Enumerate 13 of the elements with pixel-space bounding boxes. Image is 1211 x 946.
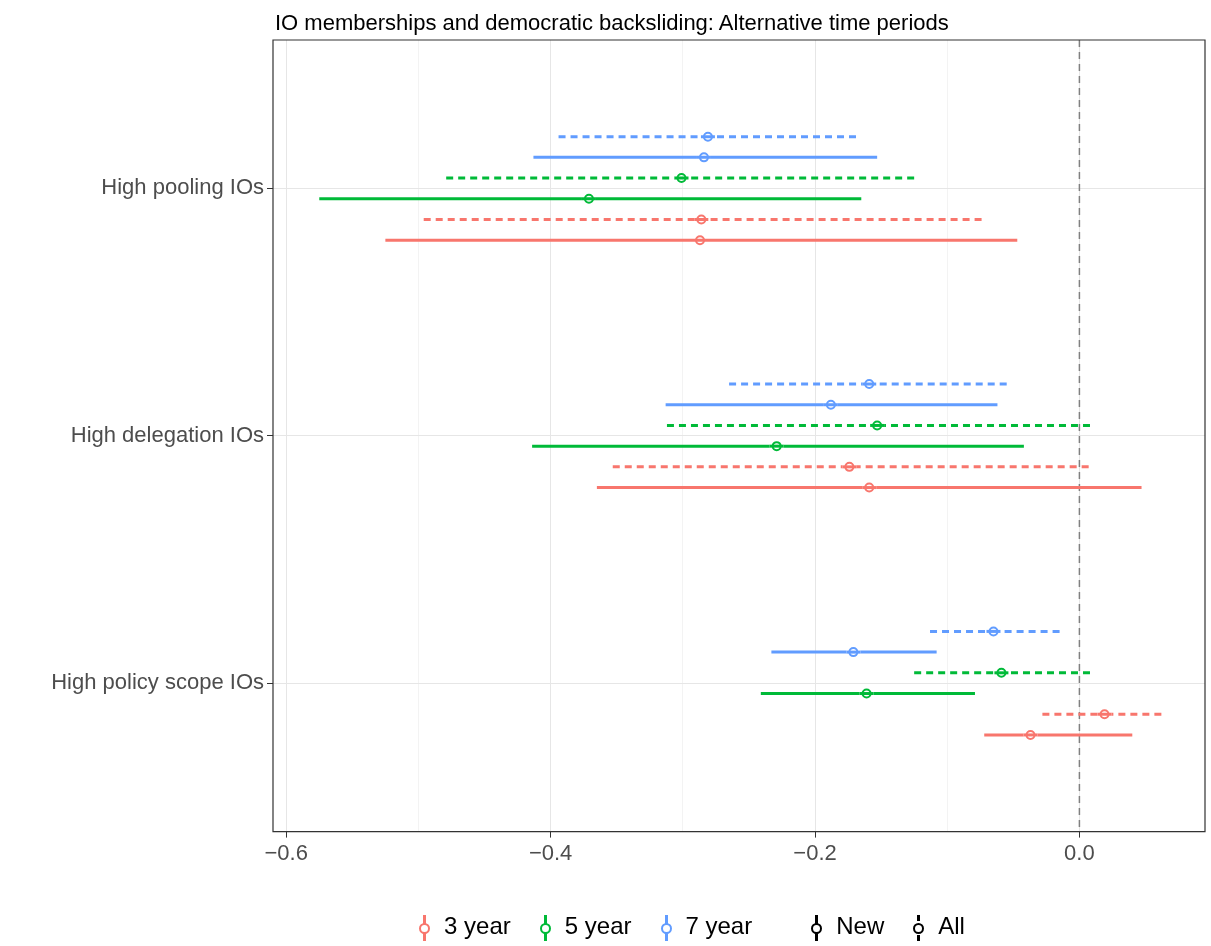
x-tick-label: −0.2 <box>793 839 837 865</box>
x-tick-label: −0.4 <box>528 839 573 865</box>
y-tick-label: High delegation IOs <box>70 421 264 447</box>
text: New <box>835 912 885 941</box>
x-tick-label: −0.6 <box>264 839 308 865</box>
legend-label: 5 year <box>563 912 632 941</box>
text: All <box>937 912 965 941</box>
x-tick-label: 0.0 <box>1064 839 1095 865</box>
chart-title: IO memberships and democratic backsliding: Alternative time periods <box>275 10 949 36</box>
y-tick-label: High policy scope IOs <box>51 669 264 695</box>
y-tick-label: High pooling IOs <box>101 174 264 200</box>
legend-label: 7 year <box>684 912 753 941</box>
legend-label: 3 year <box>443 912 511 941</box>
